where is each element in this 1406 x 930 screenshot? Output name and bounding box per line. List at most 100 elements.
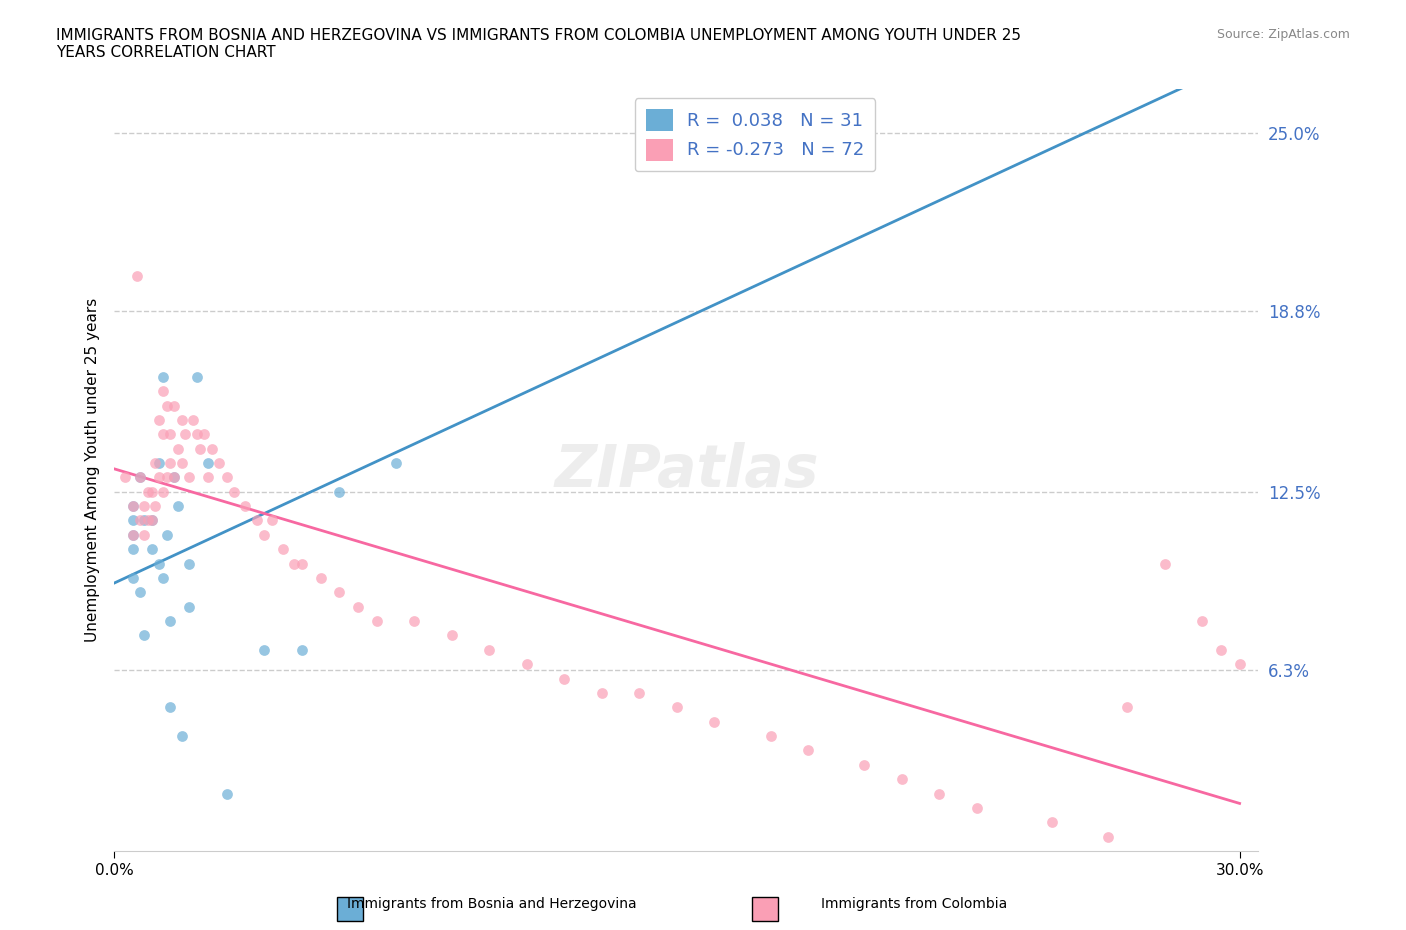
Point bbox=[404, 614, 426, 629]
Point bbox=[181, 413, 204, 428]
Point bbox=[122, 498, 145, 513]
Point bbox=[797, 743, 820, 758]
Point bbox=[152, 369, 174, 384]
Point bbox=[152, 570, 174, 585]
Point bbox=[591, 685, 613, 700]
Point bbox=[186, 427, 208, 442]
Point bbox=[215, 470, 238, 485]
Point bbox=[141, 542, 163, 557]
Point bbox=[928, 786, 950, 801]
Point bbox=[134, 628, 156, 643]
Point bbox=[190, 441, 212, 456]
Point bbox=[156, 398, 179, 413]
Point bbox=[170, 413, 193, 428]
Point bbox=[163, 470, 186, 485]
Point bbox=[328, 485, 350, 499]
Point bbox=[516, 657, 538, 671]
Point bbox=[201, 441, 224, 456]
Point bbox=[246, 513, 269, 528]
Point bbox=[167, 498, 190, 513]
Point bbox=[1229, 657, 1251, 671]
Point bbox=[136, 513, 159, 528]
Point bbox=[152, 485, 174, 499]
Point bbox=[174, 427, 197, 442]
Point bbox=[1209, 643, 1232, 658]
Point bbox=[1191, 614, 1213, 629]
Point bbox=[179, 470, 201, 485]
Point bbox=[253, 643, 276, 658]
Point bbox=[134, 527, 156, 542]
Point bbox=[129, 470, 152, 485]
Point bbox=[152, 384, 174, 399]
Point bbox=[122, 513, 145, 528]
Point bbox=[1153, 556, 1175, 571]
Point bbox=[145, 498, 167, 513]
Point bbox=[122, 527, 145, 542]
Point bbox=[260, 513, 283, 528]
Point bbox=[129, 470, 152, 485]
Point bbox=[148, 413, 170, 428]
Point bbox=[170, 728, 193, 743]
Point bbox=[159, 456, 181, 471]
Point bbox=[163, 398, 186, 413]
Point bbox=[159, 427, 181, 442]
Point bbox=[136, 485, 159, 499]
Point bbox=[853, 757, 876, 772]
Point bbox=[235, 498, 257, 513]
Point bbox=[193, 427, 215, 442]
Point bbox=[186, 369, 208, 384]
Point bbox=[152, 427, 174, 442]
Point bbox=[283, 556, 305, 571]
Point bbox=[134, 498, 156, 513]
Point bbox=[291, 643, 314, 658]
Point bbox=[553, 671, 575, 686]
Point bbox=[366, 614, 388, 629]
Point bbox=[215, 786, 238, 801]
Point bbox=[1097, 830, 1119, 844]
Point bbox=[703, 714, 725, 729]
Point bbox=[148, 456, 170, 471]
Point bbox=[134, 513, 156, 528]
Point bbox=[253, 527, 276, 542]
Point bbox=[129, 513, 152, 528]
Point bbox=[167, 441, 190, 456]
Point bbox=[628, 685, 651, 700]
Point bbox=[148, 556, 170, 571]
Point bbox=[1040, 815, 1063, 830]
Point bbox=[291, 556, 314, 571]
Text: IMMIGRANTS FROM BOSNIA AND HERZEGOVINA VS IMMIGRANTS FROM COLOMBIA UNEMPLOYMENT : IMMIGRANTS FROM BOSNIA AND HERZEGOVINA V… bbox=[56, 28, 1021, 60]
Point bbox=[156, 527, 179, 542]
Point bbox=[159, 700, 181, 715]
Point bbox=[208, 456, 231, 471]
Point bbox=[129, 585, 152, 600]
Point bbox=[309, 570, 332, 585]
Y-axis label: Unemployment Among Youth under 25 years: Unemployment Among Youth under 25 years bbox=[86, 299, 100, 643]
Point bbox=[197, 470, 219, 485]
Point bbox=[1116, 700, 1139, 715]
Point bbox=[141, 485, 163, 499]
Point bbox=[179, 599, 201, 614]
Point bbox=[141, 513, 163, 528]
Point bbox=[478, 643, 501, 658]
Point bbox=[966, 801, 988, 816]
Point bbox=[122, 542, 145, 557]
Point bbox=[759, 728, 782, 743]
Point bbox=[141, 513, 163, 528]
Point bbox=[384, 456, 406, 471]
Point bbox=[122, 498, 145, 513]
Point bbox=[114, 470, 136, 485]
Text: Immigrants from Bosnia and Herzegovina: Immigrants from Bosnia and Herzegovina bbox=[347, 897, 637, 911]
Point bbox=[328, 585, 350, 600]
Text: Source: ZipAtlas.com: Source: ZipAtlas.com bbox=[1216, 28, 1350, 41]
Point bbox=[122, 570, 145, 585]
Point bbox=[347, 599, 370, 614]
Point bbox=[891, 772, 914, 787]
Legend: R =  0.038   N = 31, R = -0.273   N = 72: R = 0.038 N = 31, R = -0.273 N = 72 bbox=[634, 99, 875, 171]
Point bbox=[665, 700, 688, 715]
Point bbox=[122, 527, 145, 542]
Point bbox=[815, 153, 838, 168]
Point bbox=[145, 456, 167, 471]
Point bbox=[163, 470, 186, 485]
Point bbox=[125, 269, 148, 284]
Point bbox=[440, 628, 463, 643]
